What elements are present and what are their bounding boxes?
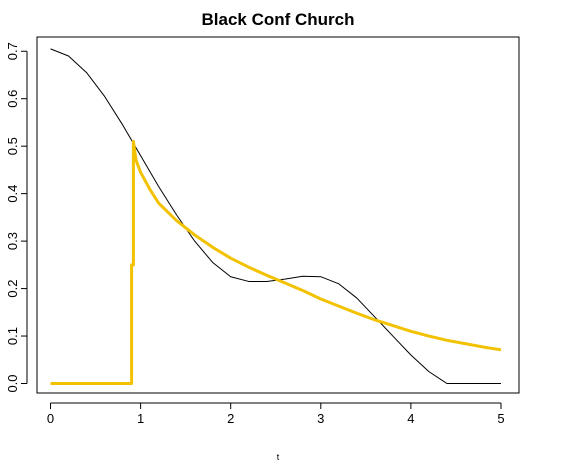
y-tick-label: 0.2 xyxy=(5,280,20,298)
x-tick-label: 5 xyxy=(497,411,504,426)
series-line-2 xyxy=(51,141,501,383)
y-tick-label: 0.3 xyxy=(5,232,20,250)
x-tick-label: 2 xyxy=(227,411,234,426)
x-tick-label: 1 xyxy=(137,411,144,426)
x-tick-label: 3 xyxy=(317,411,324,426)
y-tick-label: 0.4 xyxy=(5,185,20,203)
chart-title: Black Conf Church xyxy=(201,10,354,29)
y-tick-label: 0.7 xyxy=(5,42,20,60)
x-axis-label: t xyxy=(277,452,280,461)
y-tick-label: 0.1 xyxy=(5,327,20,345)
x-tick-label: 0 xyxy=(47,411,54,426)
x-tick-label: 4 xyxy=(407,411,414,426)
x-axis: 0 1 2 3 4 5 xyxy=(47,403,505,426)
series-line-1 xyxy=(51,49,501,384)
y-axis: 0.0 0.1 0.2 0.3 0.4 0.5 0.6 0.7 xyxy=(5,42,27,392)
y-tick-label: 0.0 xyxy=(5,374,20,392)
y-tick-label: 0.5 xyxy=(5,137,20,155)
series-layer xyxy=(51,49,501,384)
y-tick-label: 0.6 xyxy=(5,90,20,108)
